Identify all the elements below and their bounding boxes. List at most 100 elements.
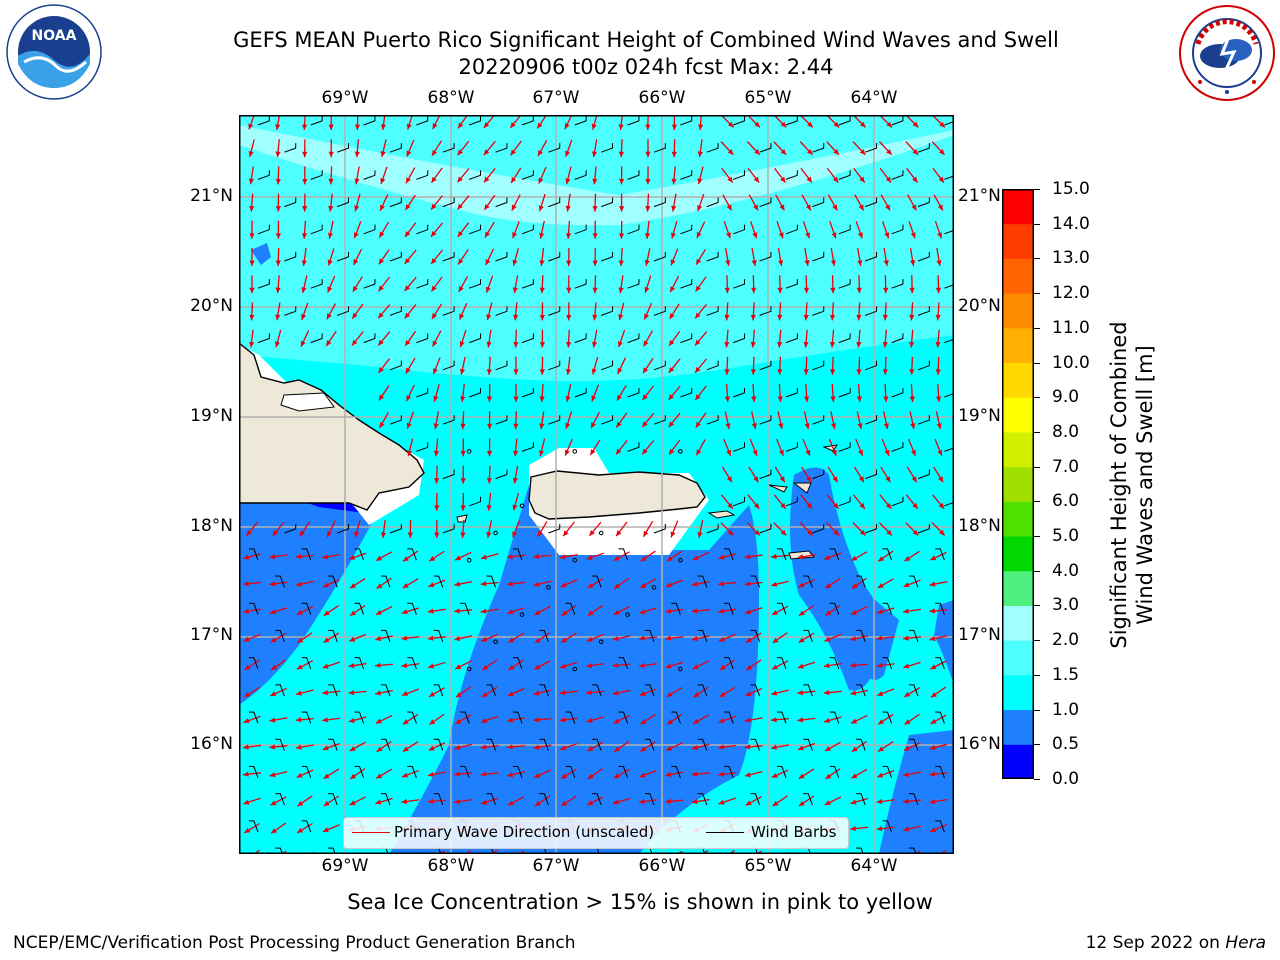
footer-branch: NCEP/EMC/Verification Post Processing Pr… xyxy=(13,933,576,953)
wind-barb xyxy=(416,387,429,398)
colorbar-segment xyxy=(1002,709,1034,745)
wind-barb xyxy=(248,602,259,615)
wave-arrow-head xyxy=(883,396,889,402)
wind-barb xyxy=(521,170,534,180)
wave-arrow-head xyxy=(243,771,249,777)
wave-arrow-head xyxy=(695,312,701,319)
wind-barb xyxy=(442,415,455,425)
wave-arrow-head xyxy=(618,233,625,239)
wave-arrow-head xyxy=(903,826,910,832)
wind-barb-calm xyxy=(546,585,551,590)
wind-barb-calm xyxy=(572,557,578,563)
wave-arrow-head xyxy=(483,122,490,128)
wave-arrow-head xyxy=(427,635,434,641)
lat-label-left-19: 19°N xyxy=(190,406,233,426)
wave-arrow-head xyxy=(375,690,381,696)
wind-barb xyxy=(442,360,455,371)
wave-arrow-head xyxy=(751,287,757,294)
wave-arrow-head xyxy=(379,422,385,429)
wave-arrow-head xyxy=(640,719,647,725)
wind-barb xyxy=(785,115,798,126)
wave-arrow-head xyxy=(301,287,307,293)
wave-arrow-head xyxy=(590,449,596,455)
wave-arrow-head xyxy=(539,396,545,402)
wind-barb xyxy=(865,251,878,262)
colorbar-tick-label: 12.0 xyxy=(1052,283,1090,304)
wind-barb xyxy=(627,387,640,398)
wave-arrow-head xyxy=(328,178,334,185)
wave-arrow-head xyxy=(746,664,753,671)
wind-barb xyxy=(627,279,640,289)
wind-barb xyxy=(389,251,402,262)
wind-barb xyxy=(838,115,851,126)
wind-barb xyxy=(469,170,482,180)
wind-barb xyxy=(653,143,666,153)
wave-arrow-head xyxy=(323,637,330,643)
wave-arrow-head xyxy=(696,231,702,238)
wind-barb xyxy=(856,847,864,854)
wind-barb xyxy=(416,115,429,126)
wave-arrow-head xyxy=(405,367,411,374)
wave-arrow-head xyxy=(513,314,519,321)
wave-arrow-head xyxy=(327,531,333,538)
wave-arrow-head xyxy=(455,692,462,698)
wave-arrow-head xyxy=(876,662,883,669)
wave-arrow-head xyxy=(296,772,303,778)
wind-barb-calm xyxy=(678,557,683,563)
wind-barb xyxy=(706,197,719,208)
wind-barb xyxy=(697,629,708,642)
wind-barb xyxy=(856,684,866,697)
wave-arrow-head xyxy=(670,531,676,538)
wave-arrow-head xyxy=(885,176,892,183)
footer-host: Hera xyxy=(1225,933,1266,953)
wave-arrow-head xyxy=(779,476,785,483)
wind-barb xyxy=(733,224,746,235)
wind-barb xyxy=(917,306,930,316)
wave-arrow-head xyxy=(535,637,541,643)
wave-arrow-head xyxy=(830,396,836,402)
wave-arrow-head xyxy=(618,124,624,130)
wave-arrow-head xyxy=(322,554,329,560)
sea-ice-note: Sea Ice Concentration > 15% is shown in … xyxy=(347,890,933,914)
wind-barb xyxy=(829,765,840,778)
wave-arrow-head xyxy=(243,744,249,750)
wave-arrow-head xyxy=(772,664,779,670)
wind-barb xyxy=(935,548,945,561)
wind-barb xyxy=(733,170,746,180)
wind-barb xyxy=(917,197,930,208)
wave-arrow-head xyxy=(912,529,919,536)
wave-arrow-head xyxy=(883,423,889,429)
wind-barb xyxy=(785,333,798,344)
wind-barb xyxy=(275,684,285,697)
wave-arrow-head xyxy=(486,341,492,348)
wave-arrow-head xyxy=(618,206,625,212)
wind-barb xyxy=(389,143,402,153)
colorbar-tick-label: 10.0 xyxy=(1052,352,1090,373)
wave-arrow-head xyxy=(754,149,760,155)
wave-arrow-head xyxy=(533,581,540,587)
wind-barb xyxy=(759,469,772,480)
wave-arrow-head xyxy=(804,396,810,402)
wave-arrow-head xyxy=(538,177,544,184)
wave-arrow-head xyxy=(885,204,890,211)
lat-label-left-17: 17°N xyxy=(190,625,233,645)
wave-arrow-head xyxy=(885,476,891,483)
wave-arrow-head xyxy=(296,690,302,696)
wind-barb xyxy=(838,224,851,235)
wind-barb xyxy=(653,360,666,371)
wave-arrow-head xyxy=(486,531,492,538)
wave-arrow-head xyxy=(406,123,412,130)
wave-arrow-head xyxy=(434,505,440,511)
wave-arrow-head xyxy=(459,368,466,375)
lat-label-left-16: 16°N xyxy=(190,734,233,754)
wind-barb xyxy=(363,115,376,126)
wind-barb xyxy=(944,229,954,235)
wave-arrow-head xyxy=(886,121,892,128)
wave-arrow-head xyxy=(938,476,944,483)
wave-arrow-head xyxy=(565,369,571,375)
wave-arrow-head xyxy=(482,691,488,698)
wave-arrow-head xyxy=(669,339,675,346)
wind-barb xyxy=(935,765,945,778)
wind-barb xyxy=(601,306,614,316)
wave-arrow-head xyxy=(771,581,778,587)
